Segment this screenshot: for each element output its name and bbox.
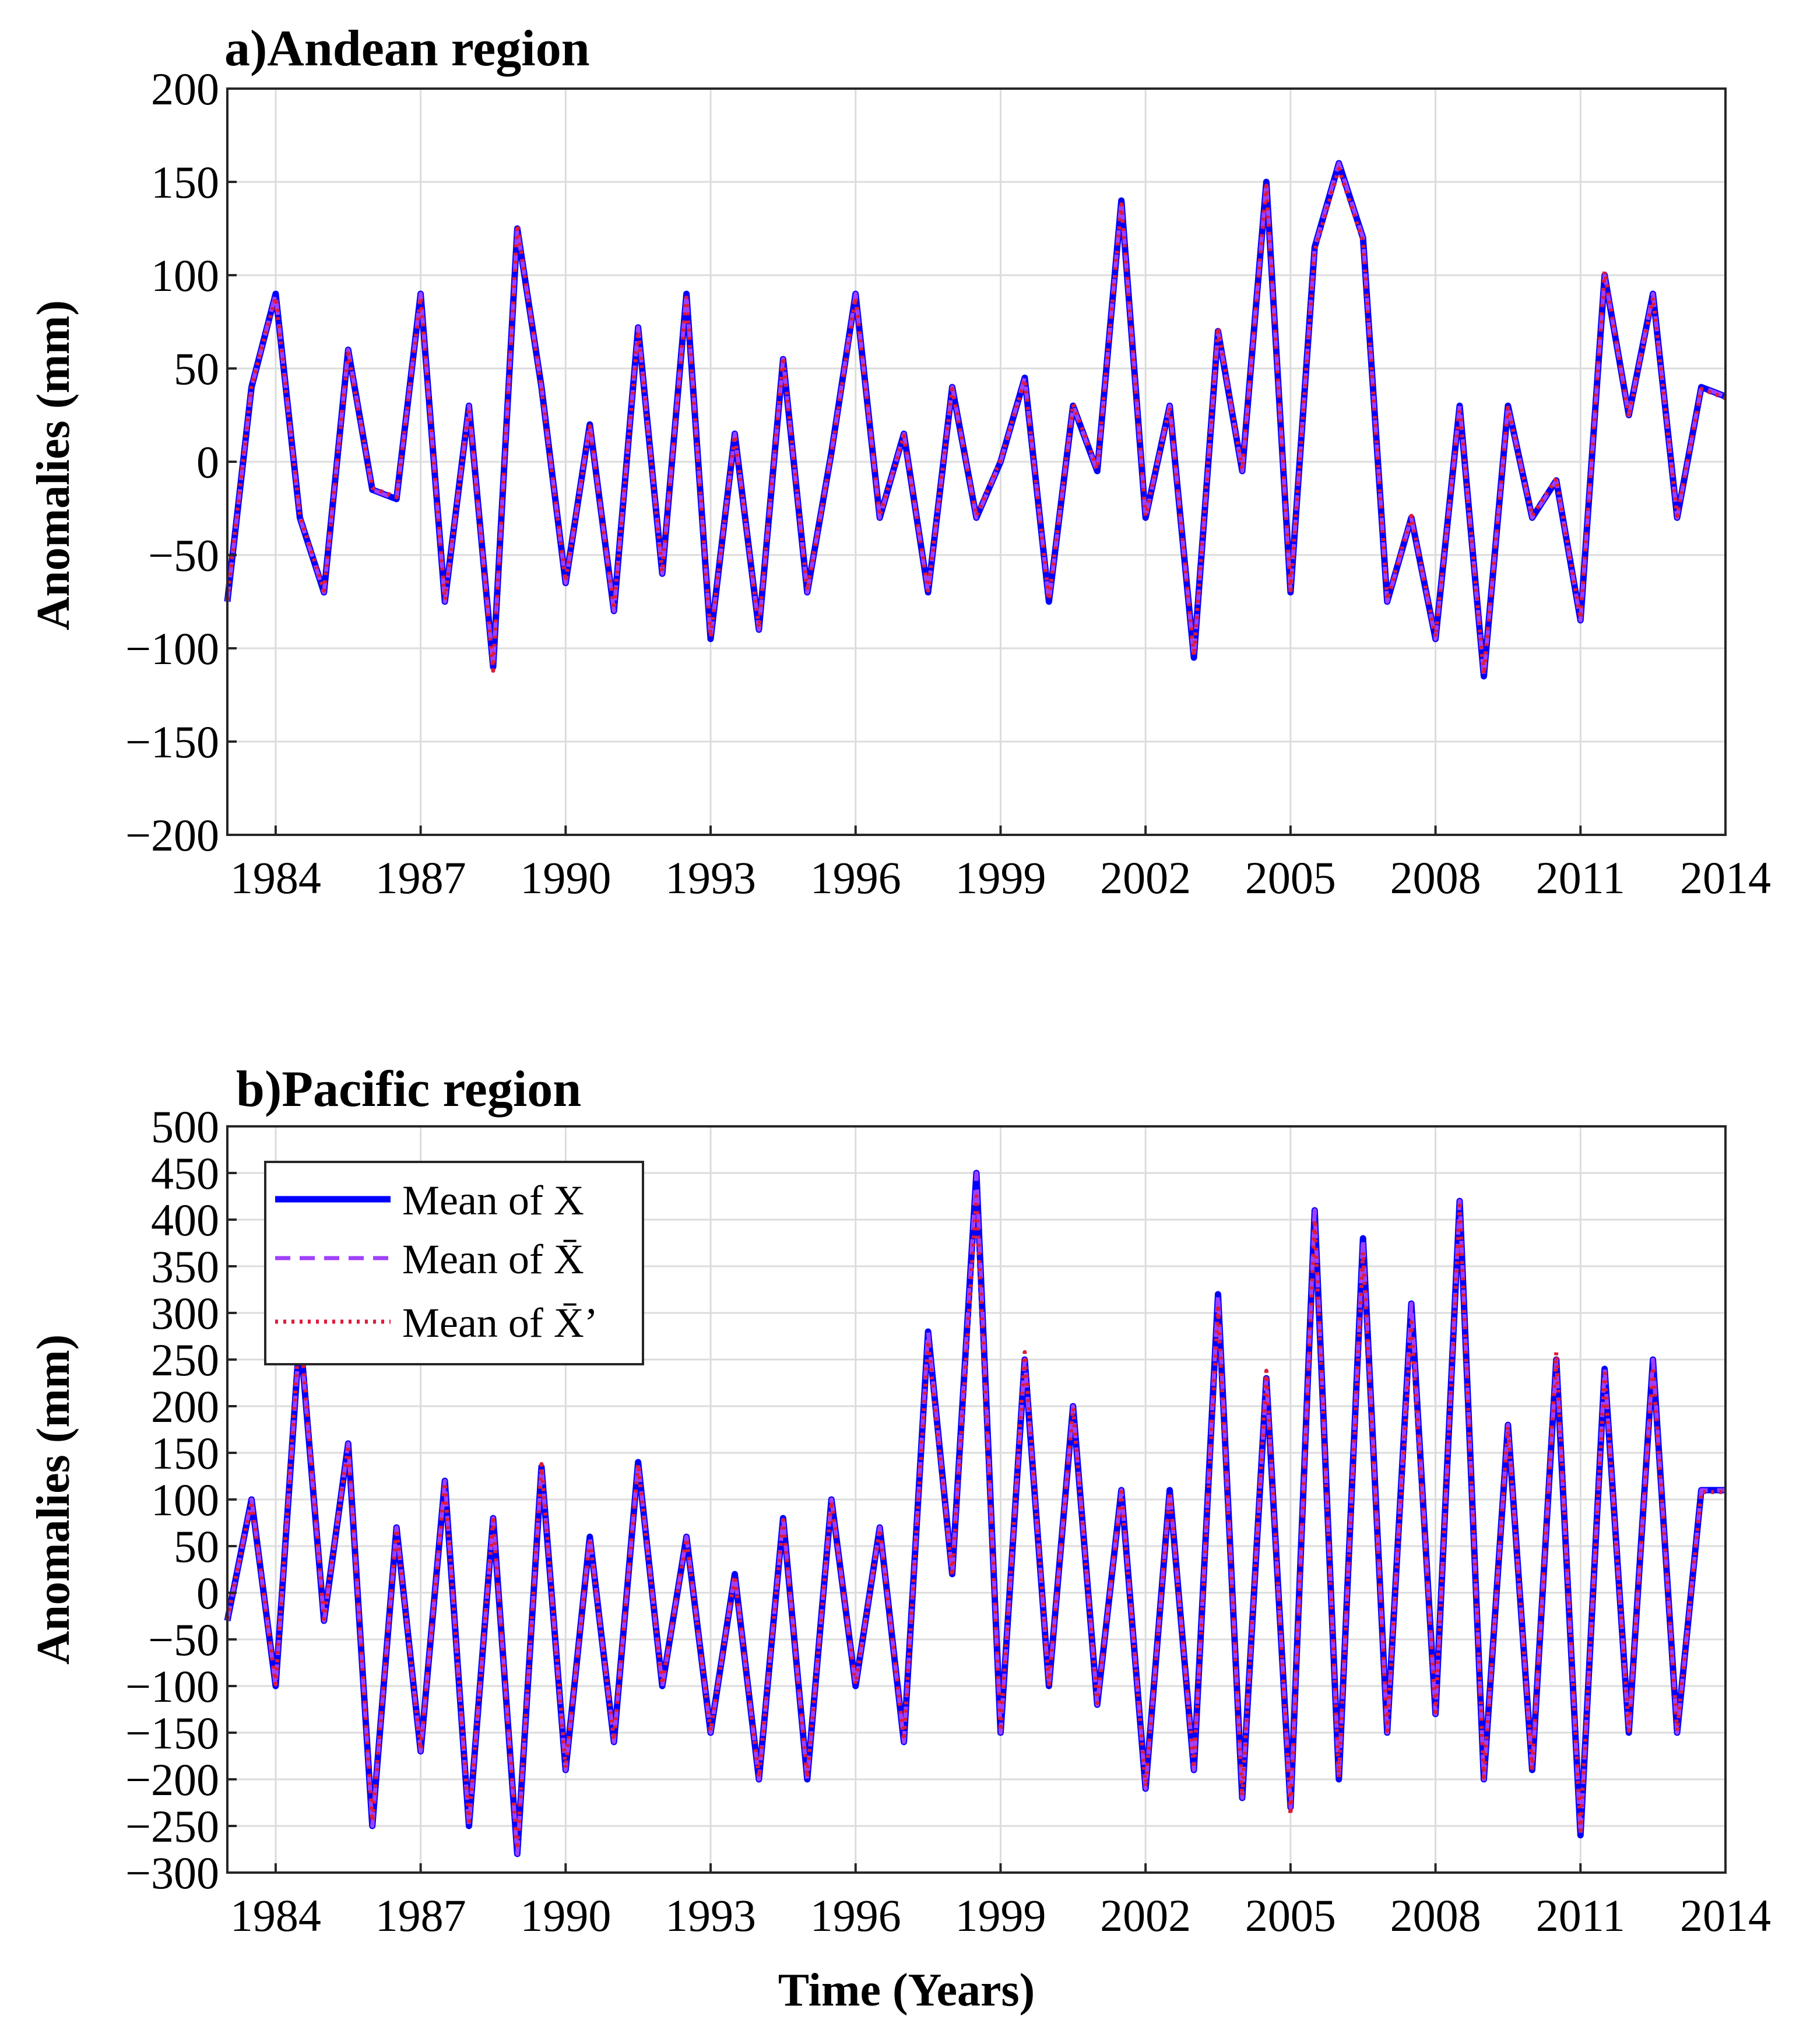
x-tick-label: 2005 <box>1245 852 1336 903</box>
y-tick-label: −50 <box>148 530 219 581</box>
y-tick-label: 250 <box>151 1334 219 1385</box>
legend-label-mean-xbar-prime: Mean of X̄’ <box>402 1300 598 1346</box>
x-tick-label: 2011 <box>1536 1890 1625 1941</box>
y-tick-label: −150 <box>125 1708 219 1758</box>
x-tick-label: 2002 <box>1100 852 1191 903</box>
y-tick-label: 100 <box>151 250 219 301</box>
x-tick-label: 2014 <box>1680 852 1771 903</box>
x-tick-label: 2002 <box>1100 1890 1191 1941</box>
panel-a-ticks: 1984 1987 1990 1993 1996 1999 2002 2005 2008 2011… <box>125 64 1771 903</box>
x-axis-label: Time (Years) <box>778 1965 1035 2016</box>
series-line-mean-x <box>224 160 1727 680</box>
y-tick-label: 500 <box>151 1101 219 1152</box>
y-tick-label: −300 <box>125 1848 219 1898</box>
panel-a-title: a)Andean region <box>224 20 590 77</box>
x-tick-label: 1993 <box>665 852 756 903</box>
series-line-mean-xbar-prime <box>225 1194 1725 1852</box>
legend-box <box>264 1161 644 1365</box>
series-line-mean-xbar <box>225 161 1727 679</box>
panel-a-andean-chart: a)Andean region 1984 1987 1990 1993 1996 1999… <box>28 20 1771 903</box>
y-tick-label: −100 <box>125 623 219 674</box>
y-tick-label: −200 <box>125 810 219 861</box>
x-tick-label: 1987 <box>375 1890 466 1941</box>
x-tick-label: 1984 <box>230 852 321 903</box>
x-tick-label: 2008 <box>1390 1890 1481 1941</box>
y-tick-label: −200 <box>125 1754 219 1805</box>
legend: Mean of X Mean of X̄ Mean of X̄’ <box>264 1161 644 1365</box>
y-tick-label: 200 <box>151 1381 219 1432</box>
y-tick-label: 400 <box>151 1195 219 1245</box>
y-tick-label: 200 <box>151 64 219 114</box>
x-tick-label: 1984 <box>230 1890 321 1941</box>
y-tick-label: 0 <box>196 437 219 487</box>
panel-a-series <box>224 160 1727 680</box>
y-tick-label: 50 <box>174 1521 219 1572</box>
legend-label-mean-xbar: Mean of X̄ <box>402 1236 584 1283</box>
y-tick-label: 450 <box>151 1148 219 1199</box>
x-tick-label: 1987 <box>375 852 466 903</box>
x-tick-label: 1996 <box>810 1890 901 1941</box>
panel-b-ticks: 1984 1987 1990 1993 1996 1999 2002 2005 2008 2011… <box>125 1101 1771 1941</box>
panel-a-y-axis-label: Anomalies (mm) <box>28 300 79 631</box>
y-tick-label: 150 <box>151 157 219 208</box>
y-tick-label: 100 <box>151 1474 219 1525</box>
y-tick-label: −250 <box>125 1801 219 1852</box>
x-tick-label: 2014 <box>1680 1890 1771 1941</box>
y-tick-label: 150 <box>151 1428 219 1478</box>
x-tick-label: 1999 <box>955 852 1046 903</box>
y-tick-label: −150 <box>125 717 219 767</box>
x-tick-label: 1990 <box>520 852 611 903</box>
series-line-mean-xbar-prime <box>225 167 1727 677</box>
x-tick-label: 1996 <box>810 852 901 903</box>
x-tick-label: 1993 <box>665 1890 756 1941</box>
panel-b-series <box>224 1169 1725 1857</box>
x-tick-label: 2008 <box>1390 852 1481 903</box>
y-tick-label: −50 <box>148 1614 219 1665</box>
y-tick-label: −100 <box>125 1661 219 1712</box>
y-tick-label: 50 <box>174 343 219 394</box>
y-tick-label: 0 <box>196 1568 219 1618</box>
panel-b-title: b)Pacific region <box>236 1061 581 1118</box>
y-tick-label: 300 <box>151 1288 219 1339</box>
x-tick-label: 2005 <box>1245 1890 1336 1941</box>
x-tick-label: 1990 <box>520 1890 611 1941</box>
series-line-mean-xbar <box>225 1171 1725 1856</box>
legend-label-mean-x: Mean of X <box>402 1177 584 1224</box>
panel-b-y-axis-label: Anomalies (mm) <box>28 1334 79 1665</box>
panel-b-pacific-chart: b)Pacific region 1984 1987 1990 1993 1996 199… <box>28 1061 1771 1941</box>
y-tick-label: 350 <box>151 1241 219 1292</box>
x-tick-label: 2011 <box>1536 852 1625 903</box>
x-tick-label: 1999 <box>955 1890 1046 1941</box>
